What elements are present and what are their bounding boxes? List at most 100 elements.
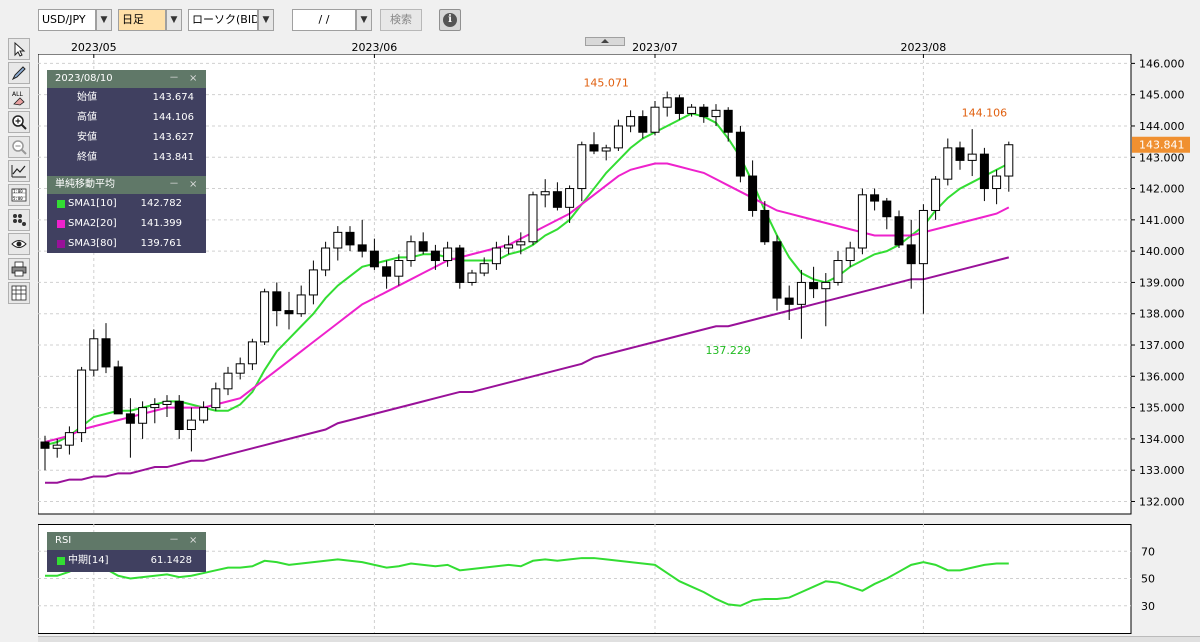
collapse-toolbar-icon[interactable] — [585, 37, 625, 46]
rsi-panel-title: RSI — [55, 535, 72, 546]
rsi-close-button[interactable]: × — [189, 535, 198, 546]
print-tool[interactable] — [8, 257, 30, 280]
zoom-in-tool[interactable] — [8, 111, 30, 134]
indicator-tool[interactable] — [8, 159, 30, 182]
sma-row[interactable]: SMA3[80] 139.761 — [47, 234, 206, 254]
line-tool[interactable] — [8, 62, 30, 85]
x-tick-label: 2023/07 — [632, 41, 678, 54]
candle-body — [870, 194, 880, 202]
view-tool[interactable] — [8, 233, 30, 256]
candle-body — [748, 175, 758, 211]
erase-all-tool[interactable]: ALL — [8, 86, 30, 109]
candle-body — [260, 291, 270, 343]
candle-body — [662, 97, 672, 108]
ohlc-close-button[interactable]: × — [189, 73, 198, 84]
chart-type-select[interactable]: ローソク(BID) — [188, 9, 258, 31]
ohlc-value: 143.841 — [152, 152, 194, 163]
y-tick-label: 138.000 — [1139, 308, 1185, 321]
candle-body — [857, 194, 867, 249]
symbol-dropdown-icon[interactable]: ▼ — [96, 9, 112, 31]
price-annotation: 144.106 — [962, 107, 1008, 120]
rsi-panel: RSI － × 中期[14] 61.1428 — [47, 532, 206, 572]
search-button[interactable]: 検索 — [380, 9, 422, 31]
horizontal-scrollbar[interactable] — [38, 636, 1200, 642]
price-table-icon: 1:00 5:00 — [11, 188, 27, 202]
candle-body — [723, 109, 733, 133]
candle-body — [918, 209, 928, 265]
candle-body — [345, 231, 355, 246]
candle-body — [321, 247, 331, 271]
timeframe-dropdown-icon[interactable]: ▼ — [166, 9, 182, 31]
candle-body — [967, 153, 977, 161]
date-strip — [38, 46, 1200, 54]
candle-body — [247, 341, 257, 365]
ohlc-minimize-button[interactable]: － — [169, 73, 179, 84]
candle-body — [223, 372, 233, 390]
sma-panel: 単純移動平均 － × SMA1[10] 142.782 SMA2[20] 141.3… — [47, 176, 206, 253]
candle-body — [443, 247, 453, 262]
rsi-tick-label: 50 — [1141, 573, 1155, 586]
rsi-minimize-button[interactable]: － — [169, 535, 179, 546]
rsi-panel-header: RSI － × — [47, 532, 206, 550]
candle-body — [931, 178, 941, 211]
rsi-tick-label: 70 — [1141, 545, 1155, 558]
candle-body — [284, 310, 294, 315]
info-icon: i — [443, 13, 457, 27]
chart-type-dropdown-icon[interactable]: ▼ — [258, 9, 274, 31]
timeframe-select[interactable]: 日足 — [118, 9, 166, 31]
y-tick-label: 140.000 — [1139, 245, 1185, 258]
rsi-chart-canvas: 70 50 30 — [37, 524, 1200, 634]
date-dropdown-icon[interactable]: ▼ — [356, 9, 372, 31]
price-table-tool[interactable]: 1:00 5:00 — [8, 184, 30, 207]
ohlc-value: 143.627 — [152, 132, 194, 143]
pointer-tool[interactable] — [8, 38, 30, 60]
printer-icon — [11, 261, 27, 276]
candle-body — [1004, 144, 1014, 177]
candle-body — [138, 407, 148, 424]
price-annotation: 145.071 — [583, 76, 629, 89]
symbol-select[interactable]: USD/JPY — [38, 9, 96, 31]
candle-body — [906, 244, 916, 265]
candle-body — [479, 263, 489, 274]
sma-minimize-button[interactable]: － — [169, 179, 179, 190]
candle-body — [430, 250, 440, 262]
palette-tool[interactable] — [8, 208, 30, 231]
x-tick-label: 2023/06 — [352, 41, 398, 54]
layout-tool[interactable] — [8, 281, 30, 304]
sma-value: 141.399 — [140, 218, 182, 229]
candle-body — [760, 209, 770, 243]
ohlc-panel-header: 2023/08/10 － × — [47, 70, 206, 88]
candle-body — [504, 244, 514, 249]
info-button[interactable]: i — [439, 9, 461, 31]
ohlc-row-close: 終値 143.841 — [47, 148, 206, 168]
sma-row[interactable]: SMA2[20] 141.399 — [47, 214, 206, 234]
price-chart-canvas: 146.000 145.000 144.000 143.000 142.000 141.0… — [38, 36, 1200, 518]
candle-body — [650, 106, 660, 133]
candle-body — [199, 407, 209, 421]
sma-row[interactable]: SMA1[10] 142.782 — [47, 194, 206, 214]
rsi-chart[interactable]: 70 50 30 — [37, 524, 1200, 634]
current-price-tag — [1132, 136, 1190, 153]
y-tick-label: 136.000 — [1139, 370, 1185, 383]
svg-text:ALL: ALL — [12, 91, 23, 98]
x-tick-label: 2023/05 — [71, 41, 117, 54]
candle-body — [821, 281, 831, 290]
sma-label: SMA1[10] — [68, 198, 117, 209]
date-input[interactable]: / / — [292, 9, 356, 31]
line-chart-icon — [11, 164, 26, 178]
candle-body — [491, 247, 501, 265]
price-chart[interactable]: 146.000 145.000 144.000 143.000 142.000 141.0… — [38, 36, 1200, 518]
candle-body — [796, 281, 806, 305]
sma1-swatch — [57, 200, 65, 208]
candle-body — [467, 272, 477, 283]
candle-body — [528, 194, 538, 243]
sma-close-button[interactable]: × — [189, 179, 198, 190]
candle-body — [943, 147, 953, 180]
zoom-out-tool[interactable] — [8, 135, 30, 158]
candle-body — [382, 266, 392, 277]
cursor-icon — [14, 41, 26, 57]
rsi-row[interactable]: 中期[14] 61.1428 — [47, 550, 206, 572]
candle-body — [406, 241, 416, 262]
candle-body — [552, 191, 562, 208]
candle-body — [235, 363, 245, 374]
